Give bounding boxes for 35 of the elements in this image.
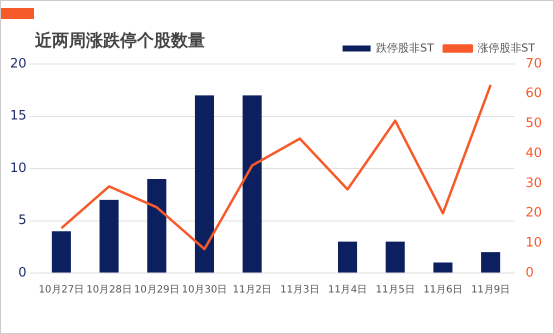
legend-label: 涨停股非ST xyxy=(477,41,536,54)
bar xyxy=(386,242,405,272)
y-tick-label: 10 xyxy=(10,160,27,176)
y2-tick-label: 40 xyxy=(525,146,542,161)
y-tick-label: 15 xyxy=(10,108,27,124)
x-tick-label: 11月4日 xyxy=(328,284,368,296)
y2-tick-label: 30 xyxy=(525,176,542,191)
y2-tick-label: 60 xyxy=(525,86,542,102)
y-tick-label: 0 xyxy=(18,265,27,280)
y2-tick-label: 20 xyxy=(525,206,542,221)
x-tick-label: 10月30日 xyxy=(182,284,228,296)
y2-tick-label: 50 xyxy=(525,116,542,132)
y-tick-label: 5 xyxy=(18,213,27,228)
bar xyxy=(147,178,166,272)
x-tick-label: 10月29日 xyxy=(134,284,180,296)
bar xyxy=(242,95,262,272)
x-tick-label: 11月3日 xyxy=(280,284,320,296)
bar xyxy=(481,252,500,272)
bar xyxy=(100,200,119,272)
x-tick-label: 10月27日 xyxy=(38,284,84,296)
x-tick-label: 11月5日 xyxy=(376,284,415,296)
y-tick-label: 20 xyxy=(10,56,27,72)
y2-tick-label: 10 xyxy=(525,236,542,251)
x-tick-label: 10月28日 xyxy=(86,284,132,296)
bar xyxy=(52,231,71,272)
bar xyxy=(433,262,452,272)
y2-tick-label: 0 xyxy=(525,265,534,280)
legend-label: 跌停股非ST xyxy=(376,41,434,54)
chart-title: 近两周涨跌停个股数量 xyxy=(35,30,205,52)
x-tick-label: 11月9日 xyxy=(471,284,510,296)
bar xyxy=(338,242,358,272)
bar xyxy=(194,95,214,272)
x-tick-label: 11月2日 xyxy=(232,284,272,296)
x-tick-label: 11月6日 xyxy=(423,284,462,296)
y2-tick-label: 70 xyxy=(525,56,542,72)
